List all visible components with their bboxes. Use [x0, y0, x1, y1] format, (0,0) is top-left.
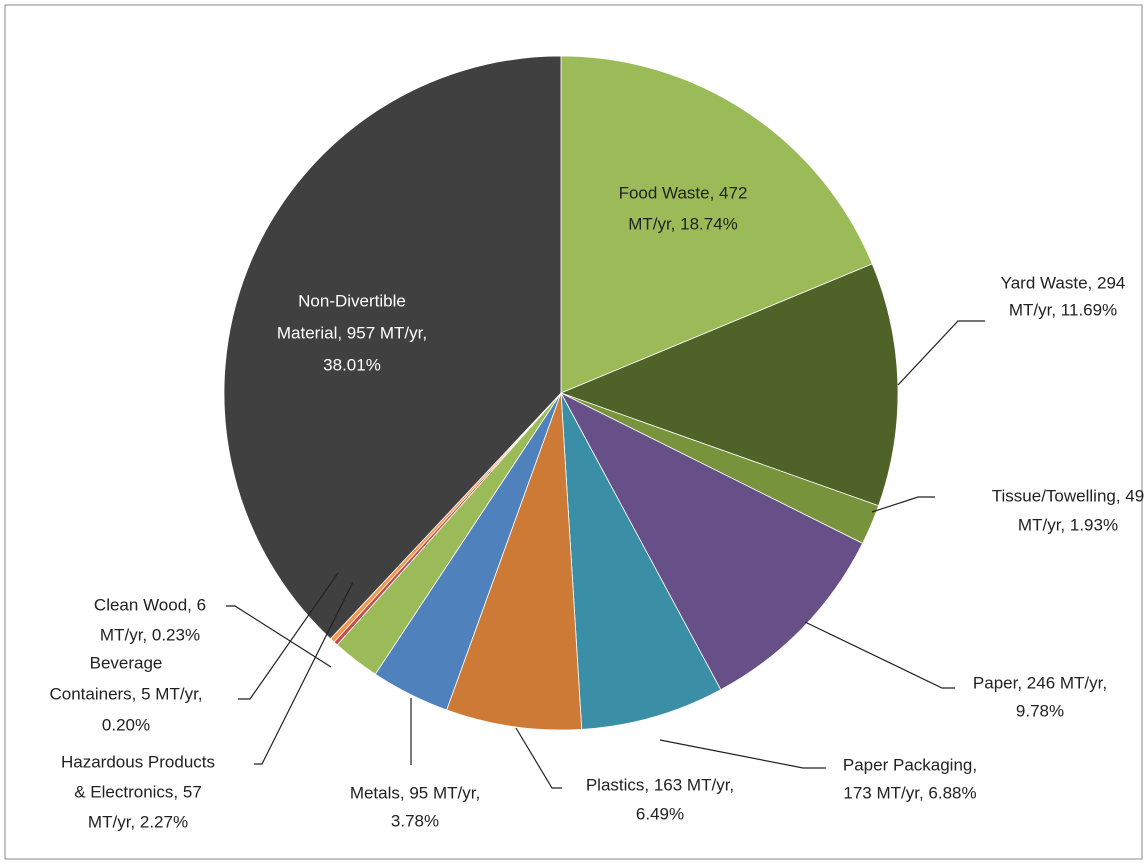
data-label: 3.78%	[391, 811, 439, 830]
leader-line	[804, 621, 955, 689]
pie-slice	[446, 392, 583, 731]
data-label: 0.20%	[102, 715, 150, 734]
data-labels: Food Waste, 472 MT/yr, 18.74% Yard Waste, …	[49, 183, 1144, 831]
data-label: Containers, 5 MT/yr,	[49, 684, 202, 703]
data-label: MT/yr, 11.69%	[1009, 300, 1117, 319]
data-label: Plastics, 163 MT/yr,	[586, 775, 734, 794]
data-label: Yard Waste, 294	[1001, 273, 1126, 292]
data-label: Food Waste, 472	[619, 183, 748, 202]
data-label: 173 MT/yr, 6.88%	[843, 783, 976, 802]
data-label: Clean Wood, 6	[94, 595, 206, 614]
leader-line	[871, 496, 935, 513]
data-label: Material, 957 MT/yr,	[277, 323, 427, 342]
data-label: Paper, 246 MT/yr,	[973, 673, 1107, 692]
data-label: Hazardous Products	[61, 752, 215, 771]
pie-slice	[223, 55, 562, 640]
data-label: 9.78%	[1016, 701, 1064, 720]
data-label: Paper Packaging,	[843, 755, 977, 774]
data-label: 38.01%	[323, 355, 381, 374]
pie-slice	[560, 392, 722, 730]
data-label: Metals, 95 MT/yr,	[350, 783, 480, 802]
data-label: & Electronics, 57	[74, 782, 202, 801]
data-label: MT/yr, 2.27%	[88, 812, 188, 831]
pie	[223, 55, 899, 731]
leader-line	[226, 605, 332, 668]
data-label: MT/yr, 0.23%	[100, 625, 200, 644]
data-label: Tissue/Towelling, 49	[992, 486, 1144, 505]
data-label: Non-Divertible	[298, 291, 406, 310]
data-label: MT/yr, 1.93%	[1018, 515, 1118, 534]
leader-line	[254, 581, 354, 765]
pie-slice	[560, 55, 873, 394]
leader-line	[515, 727, 562, 789]
data-label: Beverage	[90, 653, 163, 672]
leader-line	[238, 572, 339, 700]
pie-slice	[560, 392, 864, 691]
data-label: MT/yr, 18.74%	[628, 214, 738, 233]
leader-lines	[226, 320, 985, 789]
leader-line	[659, 739, 826, 769]
pie-slice	[559, 263, 899, 507]
data-label: 6.49%	[636, 804, 684, 823]
leader-line	[897, 320, 985, 386]
